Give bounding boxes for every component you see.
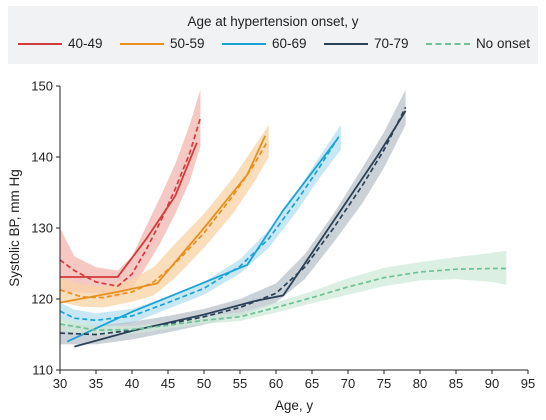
x-tick-label-55: 55	[233, 376, 247, 391]
y-axis-title: Systolic BP, mm Hg	[7, 169, 22, 287]
x-tick-label-85: 85	[449, 376, 463, 391]
solid-line-50-59	[59, 135, 267, 304]
y-tick-label-120: 120	[31, 292, 53, 307]
x-tick-label-35: 35	[89, 376, 103, 391]
series-lines	[59, 106, 507, 348]
y-tick-label-110: 110	[32, 363, 53, 378]
legend-swatch-50-59	[119, 42, 164, 45]
y-tick-label-140: 140	[31, 150, 53, 165]
solid-line-40-49	[60, 142, 198, 278]
legend-items: 40-49 50-59 60-69 70-79 No onset	[18, 36, 530, 51]
solid-line-70-79	[74, 110, 407, 348]
legend-item-50-59: 50-59	[119, 36, 205, 51]
legend-swatch-70-79	[323, 42, 368, 45]
legend-swatch-60-69	[221, 42, 266, 45]
legend-swatch-40-49	[18, 42, 62, 45]
legend-label-70-79: 70-79	[373, 36, 409, 51]
band-50-59	[60, 125, 269, 308]
legend-item-70-79: 70-79	[323, 36, 409, 51]
legend-swatch-no-onset	[425, 42, 470, 45]
x-tick-label-60: 60	[269, 376, 283, 391]
x-axis-title: Age, y	[275, 398, 314, 413]
x-tick-label-70: 70	[341, 376, 355, 391]
x-tick-label-50: 50	[197, 376, 211, 391]
axes: 30 35 40 45 50 55 60 65 70 75 80 85 90 95 110 120 130 140…	[31, 79, 535, 392]
x-tick-label-30: 30	[53, 376, 67, 391]
legend-label-no-onset: No onset	[475, 36, 530, 51]
band-60-69	[60, 125, 341, 328]
x-tick-label-75: 75	[377, 376, 391, 391]
dashed-line-40-49	[59, 117, 202, 288]
legend-item-60-69: 60-69	[221, 36, 307, 51]
legend-label-50-59: 50-59	[169, 36, 205, 51]
legend-title: Age at hypertension onset, y	[187, 14, 359, 29]
x-tick-label-65: 65	[305, 376, 319, 391]
legend-label-60-69: 60-69	[271, 36, 307, 51]
y-tick-label-150: 150	[31, 79, 53, 94]
x-tick-label-95: 95	[521, 376, 535, 391]
legend-item-no-onset: No onset	[425, 36, 530, 51]
x-tick-label-45: 45	[161, 376, 175, 391]
legend-label-40-49: 40-49	[68, 36, 103, 51]
legend: Age at hypertension onset, y 40-49 50-59 6…	[8, 6, 538, 64]
band-no-onset	[60, 250, 507, 336]
x-tick-label-80: 80	[413, 376, 427, 391]
legend-item-40-49: 40-49	[18, 36, 103, 51]
x-tick-label-40: 40	[125, 376, 139, 391]
y-tick-label-130: 130	[31, 221, 53, 236]
solid-line-60-69	[66, 138, 338, 343]
x-tick-label-90: 90	[485, 376, 499, 391]
